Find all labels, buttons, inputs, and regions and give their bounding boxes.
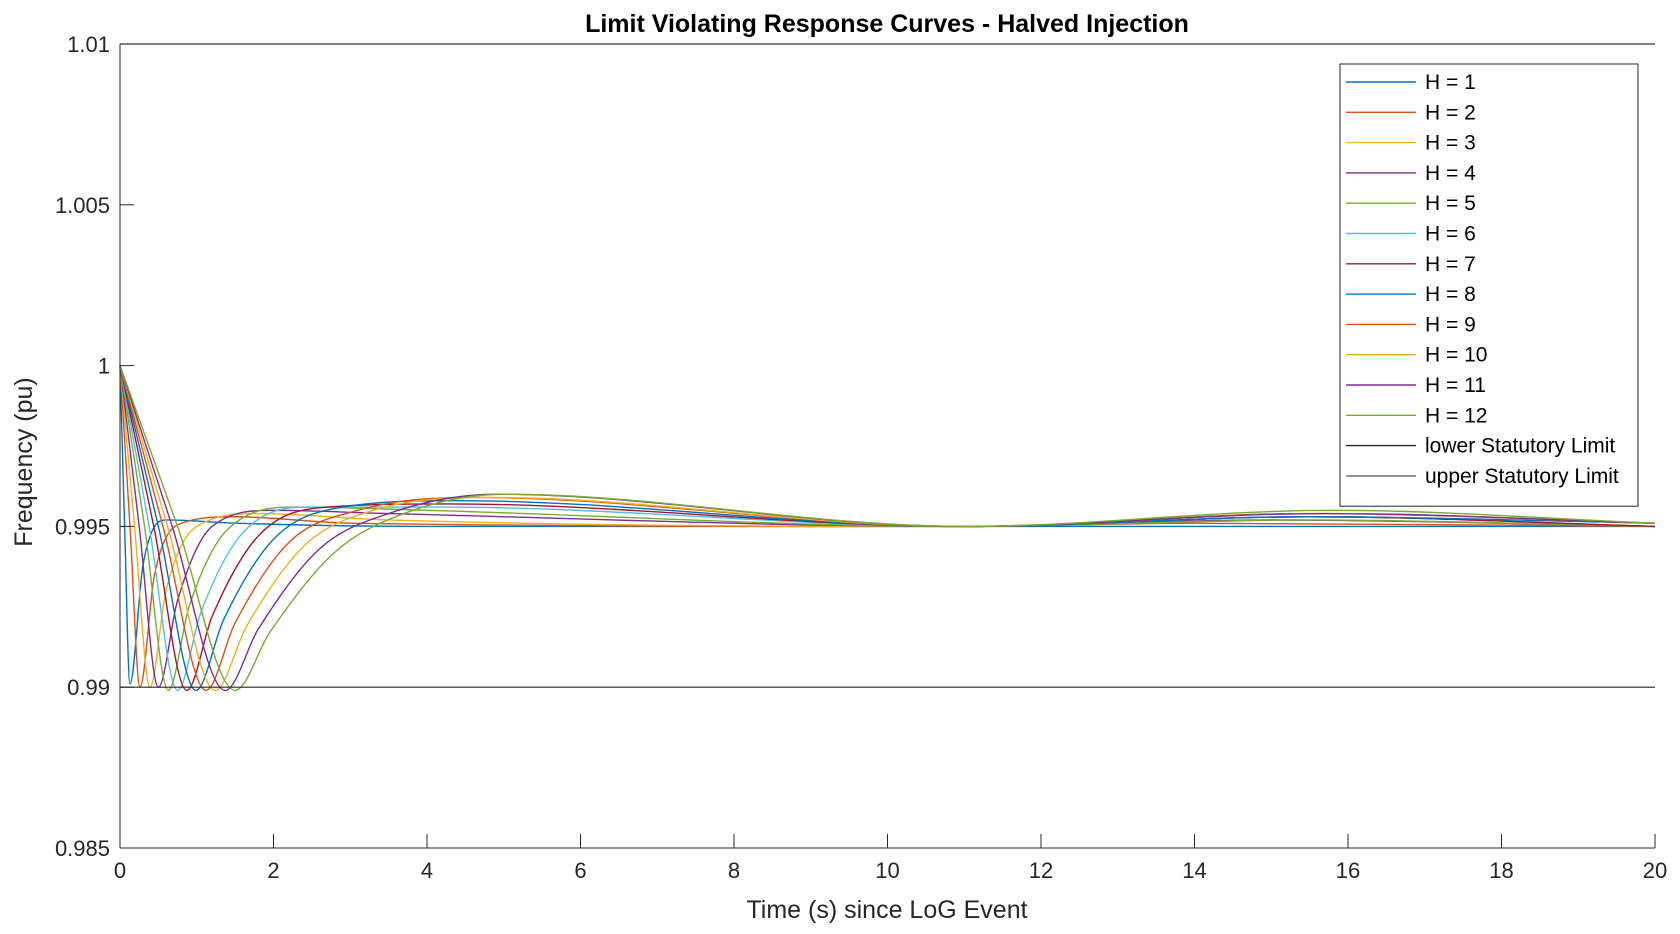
- legend-label: H = 8: [1425, 283, 1476, 306]
- x-tick-label: 6: [574, 858, 586, 883]
- x-tick-label: 0: [114, 858, 126, 883]
- legend-label: H = 9: [1425, 313, 1476, 336]
- series-line-2: [119, 365, 1656, 688]
- axes: 0 2 4 6 8 10 12 14 16 18 20 0.985 0.99 0.995 1 1.005 1.0…: [55, 32, 1667, 883]
- series-line-5: [119, 365, 1656, 692]
- x-tick-label: 20: [1643, 858, 1667, 883]
- legend-label: lower Statutory Limit: [1425, 435, 1615, 458]
- legend-label: H = 10: [1425, 344, 1487, 367]
- legend-label: upper Statutory Limit: [1425, 465, 1619, 488]
- legend-label: H = 6: [1425, 223, 1476, 246]
- y-tick-label: 0.995: [55, 514, 110, 539]
- legend-box: [1339, 63, 1639, 507]
- y-tick-label: 0.985: [55, 836, 110, 861]
- legend: H = 1 H = 2 H = 3 H = 4 H = 5 H = 6 H = 7 H = 8…: [1339, 63, 1639, 507]
- legend-label: H = 4: [1425, 162, 1476, 185]
- series-line-12: [119, 365, 1656, 692]
- x-tick-label: 12: [1029, 858, 1053, 883]
- legend-label: H = 5: [1425, 192, 1476, 215]
- legend-label: H = 3: [1425, 132, 1476, 155]
- x-tick-label: 2: [267, 858, 279, 883]
- y-tick-label: 0.99: [67, 675, 110, 700]
- legend-label: H = 1: [1425, 71, 1476, 94]
- x-axis-title: Time (s) since LoG Event: [746, 896, 1027, 924]
- legend-label: H = 2: [1425, 101, 1476, 124]
- series-line-11: [119, 365, 1656, 692]
- x-tick-label: 8: [728, 858, 740, 883]
- legend-label: H = 11: [1425, 374, 1486, 397]
- x-tick-label: 14: [1182, 858, 1206, 883]
- x-tick-label: 4: [421, 858, 433, 883]
- x-tick-label: 10: [875, 858, 899, 883]
- y-tick-label: 1.01: [67, 32, 110, 57]
- legend-label: H = 12: [1425, 404, 1487, 427]
- chart-title: Limit Violating Response Curves - Halved…: [585, 10, 1189, 38]
- y-tick-label: 1: [98, 354, 110, 379]
- legend-label: H = 7: [1425, 253, 1476, 276]
- y-tick-label: 1.005: [55, 193, 110, 218]
- x-tick-label: 16: [1336, 858, 1360, 883]
- y-axis-title: Frequency (pu): [10, 377, 38, 547]
- x-tick-label: 18: [1489, 858, 1513, 883]
